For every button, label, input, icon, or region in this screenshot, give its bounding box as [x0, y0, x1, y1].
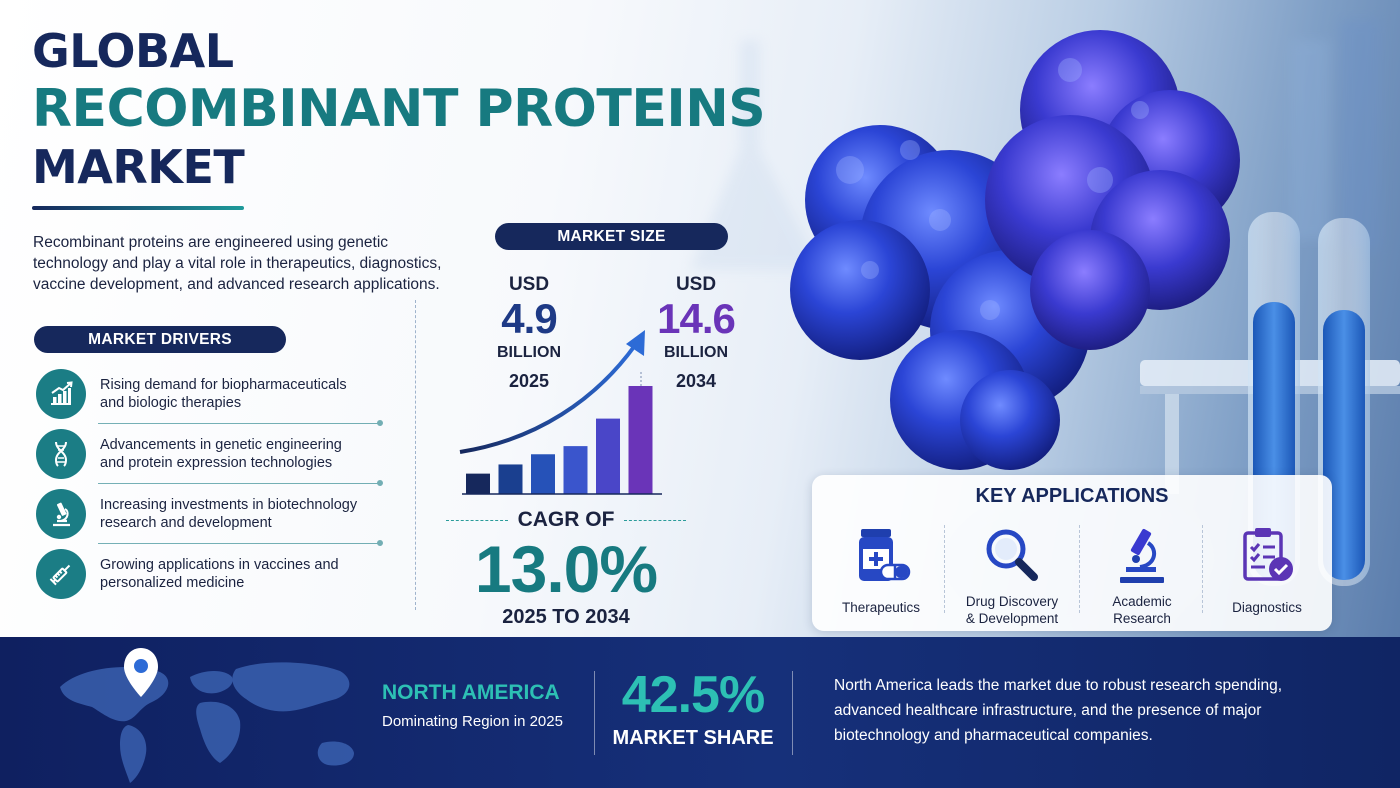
key-applications-heading: KEY APPLICATIONS: [975, 485, 1169, 507]
currency-label: USD: [508, 274, 550, 295]
microscope-icon: [36, 489, 86, 539]
market-size-heading: MARKET SIZE: [495, 223, 728, 250]
year-label: 2025: [508, 371, 550, 391]
region-name: NORTH AMERICA: [382, 681, 560, 704]
banner-divider: [792, 671, 793, 755]
location-pin-icon: [124, 648, 158, 697]
driver-item: Growing applications in vaccines and per…: [36, 544, 380, 604]
application-diagnostics: Diagnostics: [1212, 521, 1322, 616]
application-label: Diagnostics: [1212, 599, 1322, 616]
growth-bar: [531, 454, 555, 494]
growth-bar-graphic: [459, 330, 662, 495]
cagr-range: 2025 TO 2034: [502, 606, 630, 628]
application-label-line: Academic: [1112, 594, 1172, 609]
application-label: Academic Research: [1087, 593, 1197, 627]
driver-divider: [98, 420, 383, 426]
currency-label: USD: [675, 274, 717, 295]
driver-text: Growing applications in vaccines and per…: [100, 556, 339, 592]
driver-line: and protein expression technologies: [100, 455, 333, 471]
application-drug-discovery: Drug Discovery & Development: [952, 521, 1072, 627]
driver-item: Increasing investments in biotechnology …: [36, 484, 383, 546]
title-underline: [32, 206, 244, 210]
application-label-line: Therapeutics: [841, 600, 921, 615]
value-number: 14.6: [657, 295, 736, 342]
market-share-label: MARKET SHARE: [612, 727, 774, 749]
application-label: Therapeutics: [826, 599, 936, 616]
driver-item: Rising demand for biopharmaceuticals and…: [36, 364, 383, 426]
key-applications-card: KEY APPLICATIONS Therapeutics: [812, 475, 1332, 631]
growth-bar: [498, 464, 523, 494]
growth-bar: [628, 386, 653, 494]
application-academic-research: Academic Research: [1087, 521, 1197, 627]
market-value-2034: USD 14.6 BILLION 2034: [640, 274, 752, 392]
driver-divider: [98, 540, 383, 546]
driver-text: Advancements in genetic engineering and …: [100, 436, 342, 472]
growth-arrow-line: [459, 342, 638, 454]
cagr-label: CAGR OF: [517, 508, 615, 531]
driver-divider: [98, 480, 383, 486]
syringe-icon: [36, 549, 86, 599]
growth-chart-icon: [36, 369, 86, 419]
cagr-heading: CAGR OF: [446, 508, 687, 532]
growth-bar: [563, 446, 588, 494]
market-value-2025: USD 4.9 BILLION 2025: [479, 274, 579, 392]
application-separator: [1079, 525, 1080, 613]
cagr-block: CAGR OF 13.0% 2025 TO 2034: [446, 508, 687, 629]
application-label-line: Drug Discovery: [965, 594, 1059, 609]
application-therapeutics: Therapeutics: [826, 521, 936, 616]
application-separator: [944, 525, 945, 613]
microscope-icon: [1087, 521, 1197, 585]
year-label: 2034: [675, 371, 717, 391]
cagr-dash-left: [446, 519, 508, 521]
title-line-market: MARKET: [32, 140, 245, 194]
magnifier-icon: [952, 521, 1072, 585]
growth-bar: [466, 473, 490, 494]
driver-line: Increasing investments in biotechnology: [100, 497, 358, 513]
section-divider: [415, 300, 416, 610]
cagr-dash-right: [624, 519, 687, 521]
market-share-value: 42.5%: [621, 666, 765, 724]
driver-text: Rising demand for biopharmaceuticals and…: [100, 376, 347, 412]
region-banner: NORTH AMERICA Dominating Region in 2025 …: [0, 637, 1400, 788]
growth-arrowhead: [626, 330, 645, 356]
driver-text: Increasing investments in biotechnology …: [100, 496, 357, 532]
driver-line: Rising demand for biopharmaceuticals: [100, 377, 347, 393]
application-label-line: Diagnostics: [1232, 600, 1302, 615]
title-line-global: GLOBAL: [32, 24, 234, 78]
market-share-block: 42.5% MARKET SHARE: [598, 667, 788, 750]
application-label-line: Research: [1113, 611, 1171, 626]
world-map-graphic: [60, 648, 354, 783]
application-separator: [1202, 525, 1203, 613]
growth-bar: [596, 418, 620, 494]
cagr-value: 13.0%: [474, 532, 658, 606]
driver-line: personalized medicine: [100, 575, 245, 591]
clipboard-check-icon: [1212, 521, 1322, 585]
market-drivers-heading: MARKET DRIVERS: [34, 326, 286, 353]
dna-icon: [36, 429, 86, 479]
driver-line: Growing applications in vaccines and: [100, 557, 339, 573]
application-label: Drug Discovery & Development: [952, 593, 1072, 627]
value-number: 4.9: [501, 295, 557, 342]
region-subtitle: Dominating Region in 2025: [382, 713, 563, 730]
market-drivers-list: Rising demand for biopharmaceuticals and…: [36, 364, 383, 604]
intro-paragraph: Recombinant proteins are engineered usin…: [33, 234, 442, 293]
driver-item: Advancements in genetic engineering and …: [36, 424, 383, 486]
medicine-bottle-icon: [826, 521, 936, 585]
unit-label: BILLION: [664, 344, 728, 361]
driver-line: and biologic therapies: [100, 395, 242, 411]
banner-divider: [594, 671, 595, 755]
unit-label: BILLION: [497, 344, 561, 361]
driver-line: Advancements in genetic engineering: [100, 437, 342, 453]
driver-line: research and development: [100, 515, 272, 531]
title-block: GLOBAL RECOMBINANT PROTEINS MARKET: [32, 24, 766, 210]
dominating-region: NORTH AMERICA Dominating Region in 2025: [382, 681, 563, 730]
application-label-line: & Development: [965, 611, 1059, 626]
title-line-recombinant-proteins: RECOMBINANT PROTEINS: [32, 79, 766, 139]
region-description: North America leads the market due to ro…: [834, 677, 1283, 744]
